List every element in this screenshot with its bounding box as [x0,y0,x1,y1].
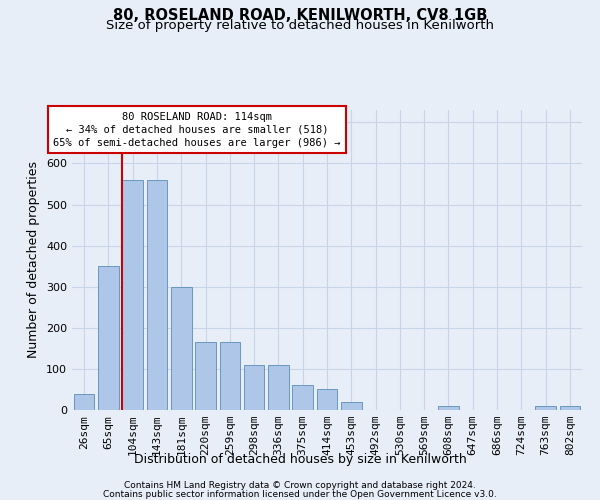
Bar [317,390,337,410]
Bar [244,365,265,410]
Text: Contains public sector information licensed under the Open Government Licence v3: Contains public sector information licen… [103,490,497,499]
Bar [268,365,289,410]
Y-axis label: Number of detached properties: Number of detached properties [28,162,40,358]
Bar [560,406,580,410]
Bar [220,342,240,410]
Bar [292,386,313,410]
Bar [341,402,362,410]
Text: 80, ROSELAND ROAD, KENILWORTH, CV8 1GB: 80, ROSELAND ROAD, KENILWORTH, CV8 1GB [113,8,487,22]
Text: 80 ROSELAND ROAD: 114sqm
← 34% of detached houses are smaller (518)
65% of semi-: 80 ROSELAND ROAD: 114sqm ← 34% of detach… [53,112,341,148]
Bar [171,286,191,410]
Text: Distribution of detached houses by size in Kenilworth: Distribution of detached houses by size … [134,452,466,466]
Bar [98,266,119,410]
Bar [74,394,94,410]
Bar [146,180,167,410]
Bar [122,180,143,410]
Bar [535,406,556,410]
Bar [195,342,216,410]
Text: Contains HM Land Registry data © Crown copyright and database right 2024.: Contains HM Land Registry data © Crown c… [124,481,476,490]
Bar [438,406,459,410]
Text: Size of property relative to detached houses in Kenilworth: Size of property relative to detached ho… [106,19,494,32]
